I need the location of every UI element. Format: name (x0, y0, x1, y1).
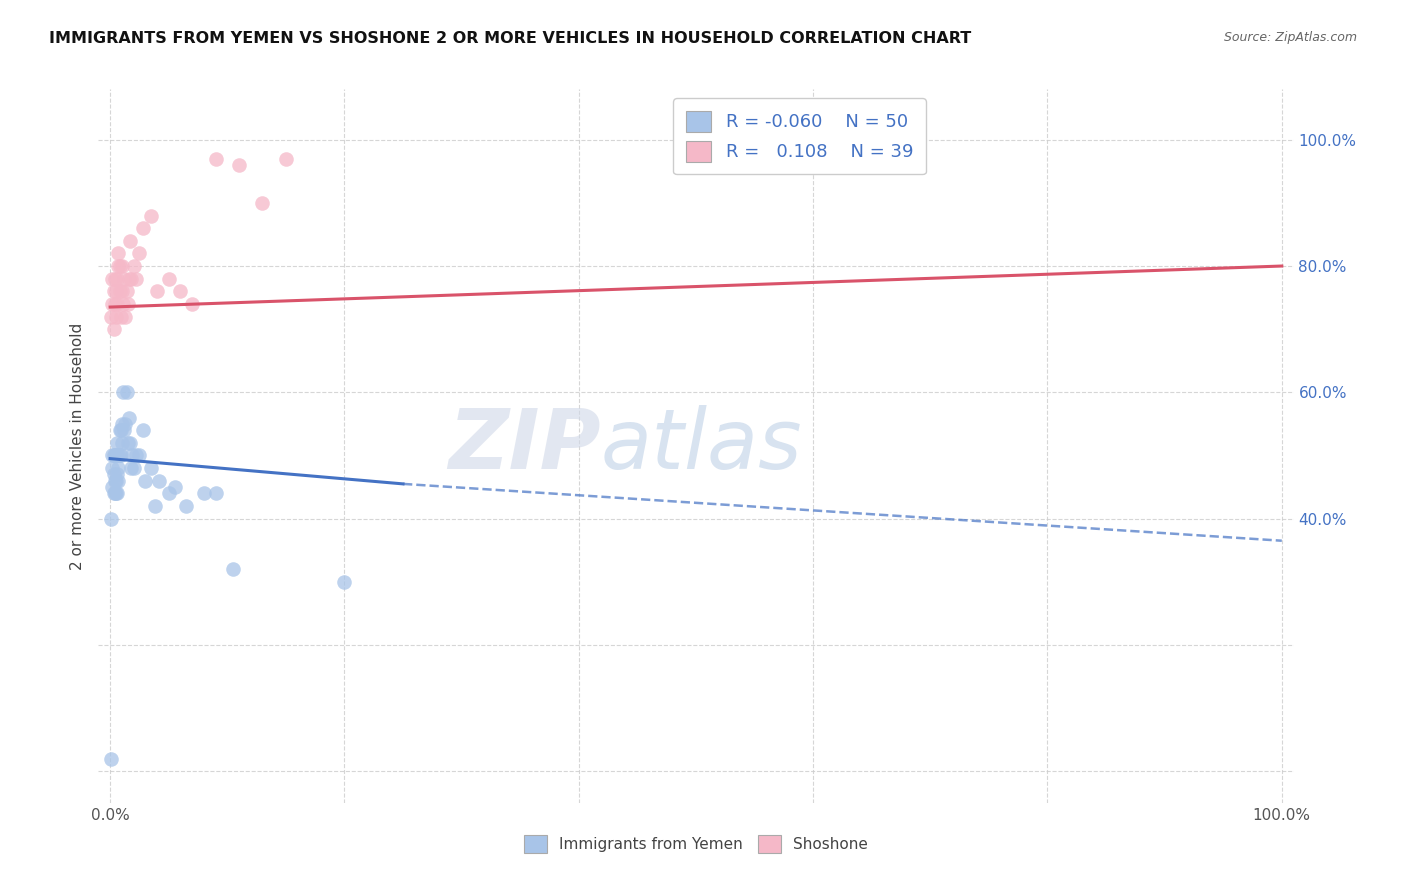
Point (132, 423, 155, 437)
Point (121, 449, 143, 463)
Point (101, 480, 124, 494)
Point (105, 486, 128, 500)
Point (108, 285, 131, 299)
Text: atlas: atlas (600, 406, 801, 486)
Point (118, 271, 141, 285)
Point (169, 285, 191, 299)
Point (104, 297, 127, 311)
Point (222, 562, 245, 576)
Point (112, 423, 135, 437)
Point (128, 449, 150, 463)
Point (103, 449, 125, 463)
Point (120, 461, 142, 475)
Point (105, 285, 128, 299)
Point (100, 751, 122, 765)
Point (114, 417, 136, 431)
Point (107, 246, 129, 260)
Point (110, 449, 132, 463)
Point (157, 271, 180, 285)
Point (108, 449, 131, 463)
Point (105, 297, 128, 311)
Point (105, 271, 128, 285)
Point (174, 499, 197, 513)
Point (107, 461, 129, 475)
Point (148, 474, 170, 488)
Point (111, 285, 134, 299)
Point (134, 474, 156, 488)
Point (107, 449, 129, 463)
Point (204, 486, 226, 500)
Point (181, 297, 204, 311)
Text: ZIP: ZIP (447, 406, 600, 486)
Point (112, 385, 135, 400)
Legend: Immigrants from Yemen, Shoshone: Immigrants from Yemen, Shoshone (517, 829, 875, 859)
Point (104, 486, 127, 500)
Point (333, 574, 356, 589)
Point (120, 234, 141, 248)
Point (111, 435, 134, 450)
Point (111, 259, 134, 273)
Point (105, 467, 128, 482)
Point (132, 221, 155, 235)
Y-axis label: 2 or more Vehicles in Household: 2 or more Vehicles in Household (70, 322, 86, 570)
Point (117, 435, 139, 450)
Point (122, 461, 145, 475)
Point (108, 259, 131, 273)
Point (193, 486, 215, 500)
Point (274, 152, 297, 166)
Text: Source: ZipAtlas.com: Source: ZipAtlas.com (1223, 31, 1357, 45)
Point (143, 499, 166, 513)
Point (118, 410, 141, 425)
Point (107, 474, 129, 488)
Point (108, 423, 131, 437)
Point (101, 271, 124, 285)
Point (103, 467, 125, 482)
Point (120, 435, 141, 450)
Point (111, 417, 134, 431)
Point (100, 511, 122, 525)
Point (105, 449, 128, 463)
Point (110, 310, 132, 324)
Point (105, 486, 128, 500)
Point (122, 259, 145, 273)
Point (117, 297, 139, 311)
Point (101, 461, 124, 475)
Point (141, 209, 163, 223)
Point (103, 486, 125, 500)
Point (163, 480, 186, 494)
Point (228, 158, 250, 172)
Point (103, 322, 125, 336)
Point (204, 152, 226, 166)
Point (141, 461, 163, 475)
Point (103, 285, 125, 299)
Point (107, 259, 129, 273)
Point (110, 423, 132, 437)
Text: IMMIGRANTS FROM YEMEN VS SHOSHONE 2 OR MORE VEHICLES IN HOUSEHOLD CORRELATION CH: IMMIGRANTS FROM YEMEN VS SHOSHONE 2 OR M… (49, 31, 972, 46)
Point (125, 271, 148, 285)
Point (112, 271, 135, 285)
Point (105, 474, 128, 488)
Point (105, 435, 128, 450)
Point (100, 310, 122, 324)
Point (115, 385, 138, 400)
Point (128, 246, 150, 260)
Point (120, 271, 142, 285)
Point (105, 310, 128, 324)
Point (115, 285, 138, 299)
Point (104, 474, 127, 488)
Point (146, 285, 169, 299)
Point (101, 449, 124, 463)
Point (101, 297, 124, 311)
Point (104, 449, 127, 463)
Point (125, 449, 148, 463)
Point (157, 486, 180, 500)
Point (112, 297, 135, 311)
Point (114, 310, 136, 324)
Point (104, 271, 127, 285)
Point (252, 195, 274, 210)
